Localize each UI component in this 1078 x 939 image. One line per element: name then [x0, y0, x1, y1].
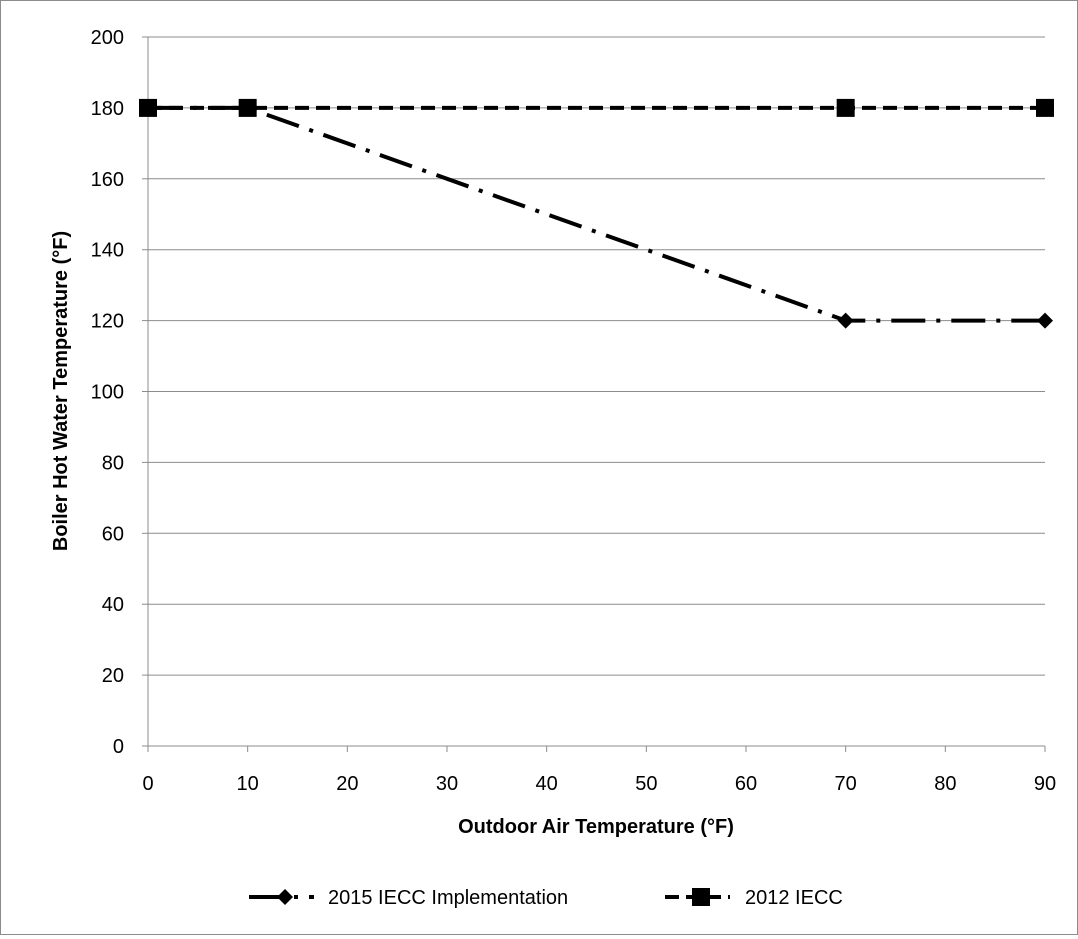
- gridlines: [148, 36, 1045, 676]
- y-tick-label: 180: [91, 98, 124, 120]
- series: [139, 98, 1054, 329]
- square-marker: [836, 98, 855, 117]
- legend-label: 2012 IECC: [745, 887, 843, 909]
- x-tick-label: 10: [237, 773, 259, 795]
- axes: 0 20 40 60 80 100 120 140 160 180 200 0 10 20 30 40 50 60…: [91, 27, 1057, 795]
- x-tick-label: 90: [1034, 773, 1056, 795]
- x-tick-label: 60: [735, 773, 757, 795]
- x-tick-label: 70: [835, 773, 857, 795]
- x-tick-label: 20: [336, 773, 358, 795]
- y-tick-label: 20: [102, 665, 124, 687]
- legend-marker: [277, 889, 293, 905]
- y-tick-label: 100: [91, 382, 124, 404]
- y-tick-label: 120: [91, 311, 124, 333]
- y-tick-label: 80: [102, 452, 124, 474]
- legend: 2015 IECC Implementation 2012 IECC: [249, 887, 843, 909]
- x-axis-title: Outdoor Air Temperature (°F): [458, 816, 734, 838]
- y-axis-title: Boiler Hot Water Temperature (°F): [50, 231, 72, 551]
- y-tick-label: 40: [102, 594, 124, 616]
- square-marker: [1036, 98, 1054, 117]
- series-line: [148, 105, 1045, 323]
- square-marker: [139, 98, 157, 117]
- series-1: [140, 99, 1053, 329]
- x-tick-label: 40: [536, 773, 558, 795]
- legend-item: 2015 IECC Implementation: [249, 887, 568, 909]
- x-tick-label: 80: [934, 773, 956, 795]
- y-tick-label: 60: [102, 523, 124, 545]
- x-tick-label: 30: [436, 773, 458, 795]
- series-2: [139, 98, 1054, 117]
- y-tick-label: 160: [91, 169, 124, 191]
- y-tick-label: 0: [113, 736, 124, 758]
- legend-item: 2012 IECC: [665, 887, 843, 909]
- legend-marker: [692, 888, 710, 906]
- x-tick-label: 0: [142, 773, 153, 795]
- x-tick-label: 50: [635, 773, 657, 795]
- y-tick-label: 140: [91, 240, 124, 262]
- diamond-marker: [1037, 312, 1053, 329]
- diamond-marker: [837, 312, 854, 329]
- legend-label: 2015 IECC Implementation: [328, 887, 568, 909]
- y-tick-label: 200: [91, 27, 124, 49]
- square-marker: [238, 98, 257, 117]
